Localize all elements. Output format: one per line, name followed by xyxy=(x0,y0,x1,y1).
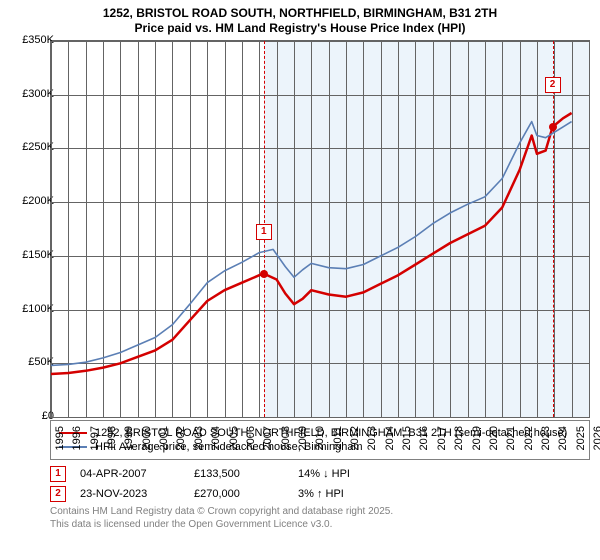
x-axis-label: 2020 xyxy=(488,426,500,450)
x-axis-label: 2013 xyxy=(366,426,378,450)
y-axis-label: £50K xyxy=(8,356,54,368)
x-axis-label: 2001 xyxy=(158,426,170,450)
chart-title: 1252, BRISTOL ROAD SOUTH, NORTHFIELD, BI… xyxy=(6,6,594,36)
x-axis-label: 2024 xyxy=(557,426,569,450)
x-axis-label: 1995 xyxy=(54,426,66,450)
datapoint-marker-box: 2 xyxy=(50,486,66,502)
y-axis-label: £200K xyxy=(8,195,54,207)
x-axis-label: 2010 xyxy=(314,426,326,450)
y-axis-label: £150K xyxy=(8,249,54,261)
x-axis-label: 2022 xyxy=(523,426,535,450)
plot-area: 12 xyxy=(50,40,590,418)
x-axis-label: 1999 xyxy=(123,426,135,450)
y-axis-label: £0 xyxy=(8,410,54,422)
chart-container: 1252, BRISTOL ROAD SOUTH, NORTHFIELD, BI… xyxy=(0,0,600,560)
x-axis-label: 2011 xyxy=(332,426,344,450)
x-axis-label: 2000 xyxy=(141,426,153,450)
y-axis-label: £250K xyxy=(8,141,54,153)
x-axis-label: 2023 xyxy=(540,426,552,450)
x-axis-label: 2002 xyxy=(175,426,187,450)
datapoint-date: 23-NOV-2023 xyxy=(80,488,180,500)
x-axis-label: 1996 xyxy=(71,426,83,450)
y-axis-label: £300K xyxy=(8,88,54,100)
datapoint-marker-box: 1 xyxy=(50,466,66,482)
x-axis-label: 2025 xyxy=(575,426,587,450)
x-axis-label: 2004 xyxy=(210,426,222,450)
datapoint-price: £133,500 xyxy=(194,468,284,480)
x-axis-label: 2015 xyxy=(401,426,413,450)
x-axis-label: 2005 xyxy=(228,426,240,450)
x-axis-label: 2016 xyxy=(418,426,430,450)
marker-box-2: 2 xyxy=(545,77,561,93)
datapoint-row: 2 23-NOV-2023 £270,000 3% ↑ HPI xyxy=(50,486,590,502)
series-price-paid xyxy=(51,113,572,374)
x-axis-label: 2017 xyxy=(436,426,448,450)
x-gridline xyxy=(589,41,590,417)
x-axis-label: 2007 xyxy=(262,426,274,450)
x-axis-label: 2019 xyxy=(471,426,483,450)
marker-dot-2 xyxy=(549,123,557,131)
y-gridline xyxy=(51,417,589,418)
datapoint-delta: 3% ↑ HPI xyxy=(298,488,388,500)
x-axis-label: 2006 xyxy=(245,426,257,450)
y-axis-label: £350K xyxy=(8,34,54,46)
title-line-2: Price paid vs. HM Land Registry's House … xyxy=(135,21,466,35)
datapoint-price: £270,000 xyxy=(194,488,284,500)
footnote-line-1: Contains HM Land Registry data © Crown c… xyxy=(50,506,393,517)
footnote: Contains HM Land Registry data © Crown c… xyxy=(50,506,590,531)
series-hpi xyxy=(51,122,572,366)
marker-dot-1 xyxy=(260,270,268,278)
x-axis-label: 1998 xyxy=(106,426,118,450)
x-axis-label: 2026 xyxy=(592,426,600,450)
datapoint-row: 1 04-APR-2007 £133,500 14% ↓ HPI xyxy=(50,466,590,482)
x-axis-label: 2009 xyxy=(297,426,309,450)
x-axis-label: 2008 xyxy=(280,426,292,450)
series-lines xyxy=(51,41,589,417)
datapoint-delta: 14% ↓ HPI xyxy=(298,468,388,480)
footnote-line-2: This data is licensed under the Open Gov… xyxy=(50,519,332,530)
x-axis-label: 2018 xyxy=(453,426,465,450)
marker-table: 1 04-APR-2007 £133,500 14% ↓ HPI 2 23-NOV-202… xyxy=(50,466,590,502)
marker-box-1: 1 xyxy=(256,224,272,240)
x-axis-label: 2012 xyxy=(349,426,361,450)
x-axis-label: 2021 xyxy=(505,426,517,450)
x-axis-label: 2003 xyxy=(193,426,205,450)
title-line-1: 1252, BRISTOL ROAD SOUTH, NORTHFIELD, BI… xyxy=(103,6,497,20)
y-axis-label: £100K xyxy=(8,303,54,315)
datapoint-date: 04-APR-2007 xyxy=(80,468,180,480)
x-axis-label: 1997 xyxy=(89,426,101,450)
x-axis-label: 2014 xyxy=(384,426,396,450)
